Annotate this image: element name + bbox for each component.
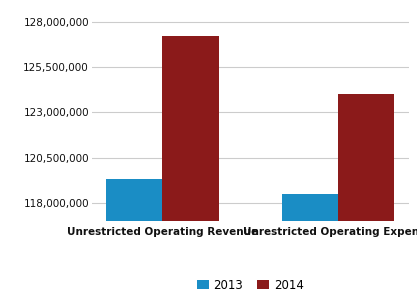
Bar [282,194,338,295]
Bar [106,179,162,295]
Legend: 2013, 2014: 2013, 2014 [192,274,308,295]
Bar [162,36,219,295]
Bar [338,94,394,295]
